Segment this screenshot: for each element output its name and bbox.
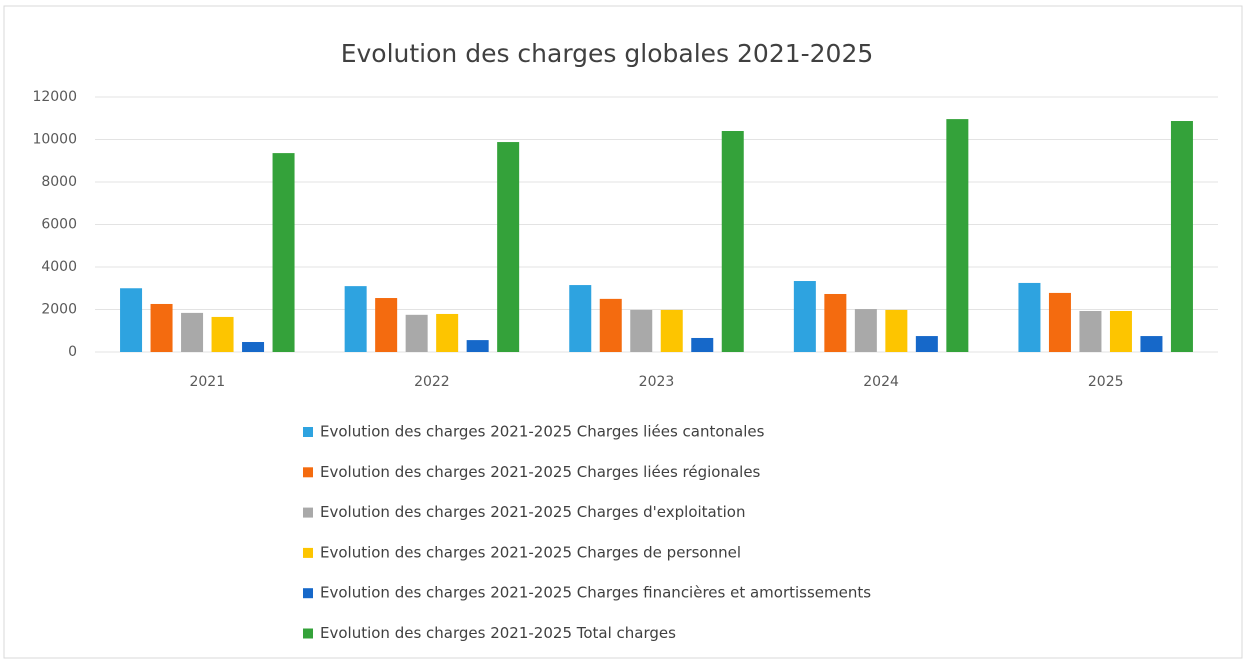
bar bbox=[405, 314, 428, 352]
bar bbox=[599, 298, 622, 352]
bar bbox=[660, 309, 683, 352]
x-tick-label: 2022 bbox=[414, 374, 450, 390]
y-tick-label: 0 bbox=[68, 344, 77, 360]
bar bbox=[630, 309, 653, 352]
bar bbox=[375, 298, 398, 352]
legend-label: Evolution des charges 2021-2025 Charges … bbox=[320, 463, 761, 481]
bar bbox=[854, 309, 877, 352]
bar bbox=[242, 342, 265, 352]
bar bbox=[1048, 292, 1071, 352]
bar bbox=[344, 286, 367, 352]
y-tick-label: 4000 bbox=[41, 259, 77, 275]
legend-swatch bbox=[303, 628, 313, 639]
bar bbox=[181, 312, 204, 352]
legend-swatch bbox=[303, 547, 313, 558]
legend-label: Evolution des charges 2021-2025 Charges … bbox=[320, 584, 871, 602]
y-tick-label: 2000 bbox=[41, 302, 77, 318]
legend-label: Evolution des charges 2021-2025 Charges … bbox=[320, 503, 746, 521]
bar bbox=[436, 313, 459, 352]
y-tick-label: 10000 bbox=[32, 132, 77, 148]
bar bbox=[569, 285, 592, 352]
bar bbox=[885, 309, 908, 352]
x-tick-label: 2025 bbox=[1088, 374, 1124, 390]
bar bbox=[150, 303, 173, 352]
legend-swatch bbox=[303, 507, 313, 518]
legend-swatch bbox=[303, 467, 313, 478]
x-tick-label: 2024 bbox=[863, 374, 899, 390]
bar bbox=[1109, 310, 1132, 352]
bar bbox=[466, 340, 489, 352]
bar bbox=[497, 142, 520, 352]
bar bbox=[1140, 336, 1163, 352]
bar bbox=[211, 316, 234, 352]
legend-swatch bbox=[303, 427, 313, 437]
bar bbox=[721, 131, 744, 352]
bar bbox=[1170, 121, 1193, 352]
bar bbox=[272, 153, 295, 352]
bar bbox=[946, 119, 969, 352]
chart-title: Evolution des charges globales 2021-2025 bbox=[341, 39, 874, 68]
bar bbox=[824, 293, 847, 352]
bar bbox=[1018, 282, 1041, 352]
x-tick-label: 2023 bbox=[639, 374, 675, 390]
y-tick-label: 6000 bbox=[41, 217, 77, 233]
y-tick-label: 12000 bbox=[32, 89, 77, 105]
legend-label: Evolution des charges 2021-2025 Charges … bbox=[320, 543, 741, 561]
bar bbox=[1079, 310, 1102, 352]
legend-label: Evolution des charges 2021-2025 Charges … bbox=[320, 423, 765, 441]
bar bbox=[120, 288, 143, 352]
bar bbox=[691, 337, 714, 352]
bar bbox=[915, 336, 938, 352]
bar bbox=[793, 281, 816, 352]
legend-label: Evolution des charges 2021-2025 Total ch… bbox=[320, 624, 676, 642]
legend-swatch bbox=[303, 588, 313, 599]
y-tick-label: 8000 bbox=[41, 174, 77, 190]
x-tick-label: 2021 bbox=[189, 374, 225, 390]
